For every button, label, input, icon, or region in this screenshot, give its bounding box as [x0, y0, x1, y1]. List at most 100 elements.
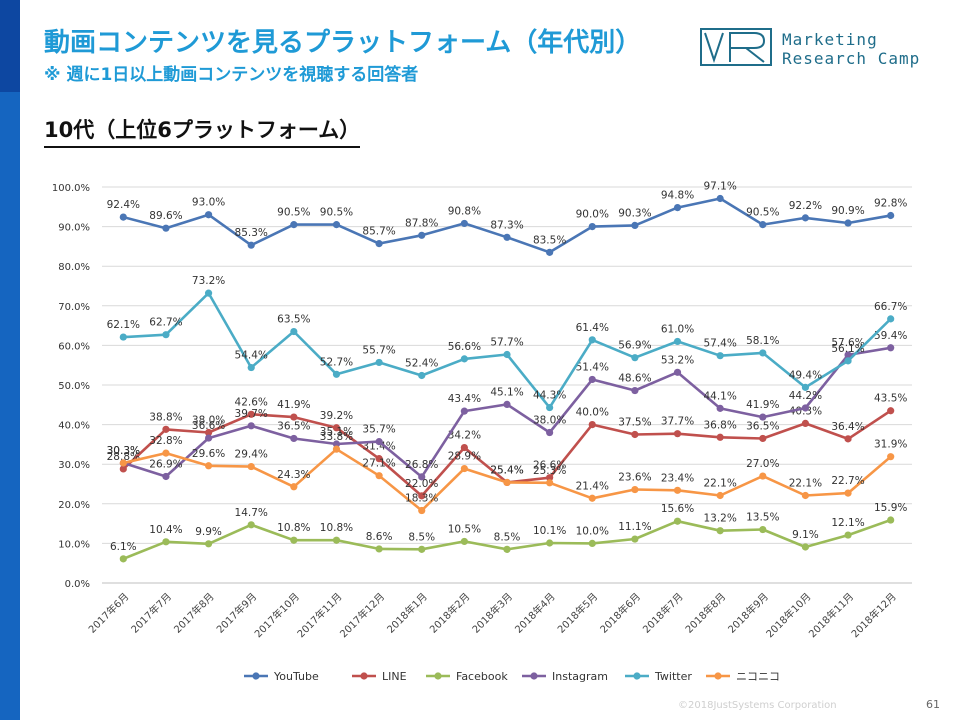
data-point [247, 363, 255, 372]
data-point [844, 531, 852, 539]
data-point [759, 472, 767, 480]
legend-marker [252, 672, 260, 680]
x-tick-label: 2017年11月 [294, 590, 344, 640]
data-point [716, 527, 724, 535]
data-point [290, 413, 298, 421]
data-point [332, 424, 341, 432]
legend-label: Facebook [456, 670, 508, 683]
y-tick-label: 80.0% [58, 262, 90, 273]
data-point [204, 540, 213, 548]
data-label: 45.1% [490, 386, 523, 398]
data-point [460, 407, 468, 415]
data-point [247, 241, 255, 249]
x-tick-label: 2017年12月 [337, 590, 387, 640]
data-point [375, 240, 383, 248]
data-point [801, 543, 810, 551]
data-label: 73.2% [192, 275, 225, 287]
data-point [290, 327, 298, 336]
data-label: 32.8% [149, 435, 182, 447]
data-label: 26.9% [149, 458, 182, 470]
x-tick-label: 2018年9月 [725, 590, 771, 636]
data-label: 90.5% [277, 207, 310, 219]
page-subtitle: ※ 週に1日以上動画コンテンツを視聴する回答者 [44, 65, 419, 85]
data-point [673, 203, 682, 212]
data-label: 18.3% [405, 493, 438, 505]
data-point [673, 337, 682, 346]
data-label: 66.7% [874, 301, 907, 313]
legend-marker [530, 672, 538, 680]
data-label: 13.5% [746, 512, 779, 524]
data-label: 10.8% [320, 522, 353, 534]
x-tick-label: 2017年10月 [252, 590, 302, 640]
data-label: 33.8% [320, 431, 353, 443]
data-point [844, 489, 852, 497]
data-label: 57.6% [831, 337, 864, 349]
data-point [375, 358, 383, 367]
legend-label: Twitter [654, 670, 692, 683]
data-point [887, 344, 895, 352]
data-label: 9.1% [792, 529, 819, 541]
data-point [204, 289, 213, 297]
data-point [204, 462, 213, 470]
data-label: 62.1% [107, 319, 140, 331]
data-point [844, 351, 852, 359]
y-tick-label: 10.0% [58, 539, 90, 550]
data-point [503, 400, 511, 409]
data-point [887, 516, 895, 524]
data-label: 41.9% [746, 399, 779, 411]
data-point [546, 248, 554, 256]
y-tick-label: 70.0% [58, 302, 90, 313]
data-label: 8.5% [408, 531, 435, 543]
data-point [375, 455, 383, 463]
logo-mark-icon [700, 28, 772, 66]
data-label: 34.2% [448, 430, 481, 442]
data-label: 8.5% [494, 531, 521, 543]
data-point [332, 440, 341, 448]
data-point [503, 478, 511, 487]
y-tick-label: 40.0% [58, 421, 90, 432]
data-label: 85.7% [362, 226, 395, 238]
data-label: 22.0% [405, 478, 438, 490]
data-label: 36.6% [192, 420, 225, 432]
data-point [887, 453, 895, 461]
data-point [418, 545, 426, 553]
data-point [801, 419, 810, 428]
data-label: 25.4% [490, 464, 523, 476]
data-point [418, 371, 426, 380]
data-point [503, 233, 511, 241]
data-label: 51.4% [576, 361, 609, 373]
data-label: 59.4% [874, 330, 907, 342]
x-tick-label: 2018年1月 [384, 590, 430, 636]
data-label: 13.2% [703, 513, 736, 525]
y-tick-label: 60.0% [58, 341, 90, 352]
data-point [716, 491, 724, 500]
data-label: 31.9% [874, 439, 907, 451]
section-title: 10代（上位6プラットフォーム） [44, 114, 361, 148]
data-label: 23.6% [618, 472, 651, 484]
data-point [375, 545, 383, 553]
x-tick-label: 2018年2月 [427, 590, 473, 636]
data-label: 40.0% [576, 407, 609, 419]
data-label: 57.4% [703, 338, 736, 350]
data-point [546, 428, 554, 437]
data-label: 90.8% [448, 205, 481, 217]
data-label: 22.1% [789, 477, 822, 489]
data-label: 56.1% [831, 343, 864, 355]
x-tick-label: 2018年8月 [682, 590, 728, 636]
data-label: 93.0% [192, 197, 225, 209]
data-point [844, 435, 852, 443]
data-point [290, 536, 298, 544]
data-label: 8.6% [366, 531, 393, 543]
data-point [418, 473, 426, 481]
data-point [887, 211, 895, 220]
data-point [460, 219, 468, 228]
x-tick-label: 2017年8月 [171, 590, 217, 636]
data-point [673, 368, 682, 376]
data-label: 37.7% [661, 416, 694, 428]
data-point [247, 521, 255, 529]
data-label: 43.4% [448, 393, 481, 405]
data-label: 97.1% [703, 180, 736, 192]
line-chart: 0.0% 10.0% 20.0% 30.0% 40.0% 50.0% 60.0% 70.0% 8… [22, 165, 942, 695]
x-tick-label: 2018年5月 [555, 590, 601, 636]
data-label: 61.4% [576, 322, 609, 334]
